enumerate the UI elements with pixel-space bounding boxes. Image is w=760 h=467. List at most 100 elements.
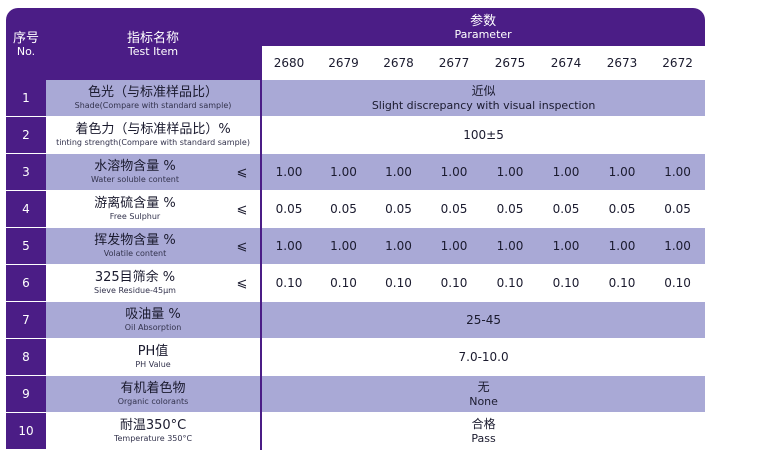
table-row: 6 325目筛余 % Sieve Residue-45μm ⩽ 0.10 0.10 0.10… bbox=[6, 264, 706, 302]
value-cell: 0.05 bbox=[482, 190, 539, 228]
row-number: 3 bbox=[6, 153, 46, 191]
value-cell: 0.05 bbox=[594, 190, 651, 228]
test-item-en: Sieve Residue-45μm bbox=[94, 286, 176, 295]
merged-value: 7.0-10.0 bbox=[260, 338, 706, 376]
test-item: PH值 PH Value bbox=[46, 338, 262, 376]
test-item: 色光（与标准样品比） Shade(Compare with standard sa… bbox=[46, 80, 262, 117]
row-number: 8 bbox=[6, 338, 46, 376]
value-cell: 1.00 bbox=[650, 227, 706, 265]
table-row: 2 着色力（与标准样品比）% tinting strength(Compare wi… bbox=[6, 116, 706, 154]
value-cell: 1.00 bbox=[482, 227, 539, 265]
value-cell: 1.00 bbox=[260, 153, 317, 191]
test-item: 有机着色物 Organic colorants bbox=[46, 375, 262, 413]
header-no: 序号 No. bbox=[6, 8, 46, 80]
value-cell: 1.00 bbox=[426, 153, 483, 191]
test-item-en: Temperature 350°C bbox=[113, 434, 193, 443]
test-item: 耐温350°C Temperature 350°C bbox=[46, 412, 262, 450]
value-cell: 0.05 bbox=[371, 190, 427, 228]
header-param-cn: 参数 bbox=[470, 13, 497, 29]
row-number: 1 bbox=[6, 80, 46, 117]
test-item-en: Organic colorants bbox=[117, 397, 189, 406]
test-item-cn: 有机着色物 bbox=[120, 381, 186, 396]
value-cell: 0.10 bbox=[538, 264, 595, 302]
product-code: 2675 bbox=[482, 46, 539, 80]
test-item-cn: 325目筛余 % bbox=[94, 270, 176, 285]
value-cell: 1.00 bbox=[371, 153, 427, 191]
product-code: 2673 bbox=[594, 46, 651, 80]
product-code: 2679 bbox=[316, 46, 372, 80]
merged-value-cn: 近似 bbox=[471, 84, 496, 98]
product-code: 2674 bbox=[538, 46, 595, 80]
value-cell: 0.10 bbox=[371, 264, 427, 302]
merged-value-cn: 25-45 bbox=[466, 312, 501, 327]
value-cell: 0.05 bbox=[316, 190, 372, 228]
header-item-cn: 指标名称 bbox=[127, 30, 180, 46]
header-parameter: 参数 Parameter bbox=[261, 8, 706, 46]
merged-value: 25-45 bbox=[260, 301, 706, 339]
header-no-cn: 序号 bbox=[12, 30, 39, 46]
table-row: 5 挥发物含量 % Volatile content ⩽ 1.00 1.00 1.00 1.0… bbox=[6, 227, 706, 265]
merged-value: 无 None bbox=[260, 375, 706, 413]
comparison-sign: ⩽ bbox=[224, 264, 262, 302]
value-cell: 0.10 bbox=[260, 264, 317, 302]
table-body: 1 色光（与标准样品比） Shade(Compare with standard s… bbox=[6, 80, 706, 450]
test-item-en: Oil Absorption bbox=[124, 323, 182, 332]
test-item-en: Shade(Compare with standard sample) bbox=[74, 101, 232, 110]
value-cell: 1.00 bbox=[371, 227, 427, 265]
codes-row: 2680 2679 2678 2677 2675 2674 2673 2672 bbox=[6, 46, 706, 80]
merged-value-cn: 合格 bbox=[471, 417, 496, 431]
value-cell: 1.00 bbox=[650, 153, 706, 191]
value-cell: 1.00 bbox=[482, 153, 539, 191]
test-item-en: Water soluble content bbox=[91, 175, 179, 184]
product-code: 2672 bbox=[650, 46, 706, 80]
comparison-sign: ⩽ bbox=[224, 227, 262, 265]
test-item-cn: PH值 bbox=[137, 344, 169, 359]
test-item-cn: 色光（与标准样品比） bbox=[88, 85, 219, 100]
value-cell: 0.10 bbox=[316, 264, 372, 302]
test-item-en: Free Sulphur bbox=[109, 212, 161, 221]
merged-value-cn: 无 bbox=[477, 380, 490, 394]
row-number: 10 bbox=[6, 412, 46, 450]
value-cell: 1.00 bbox=[594, 227, 651, 265]
merged-value-cn: 100±5 bbox=[463, 127, 504, 142]
value-cell: 1.00 bbox=[538, 227, 595, 265]
comparison-sign: ⩽ bbox=[224, 190, 262, 228]
value-cell: 0.05 bbox=[260, 190, 317, 228]
test-item-cn: 水溶物含量 % bbox=[94, 159, 176, 174]
test-item: 吸油量 % Oil Absorption bbox=[46, 301, 262, 339]
merged-value: 100±5 bbox=[260, 116, 706, 154]
test-item: 着色力（与标准样品比）% tinting strength(Compare wit… bbox=[46, 116, 262, 154]
value-cell: 1.00 bbox=[316, 153, 372, 191]
table-row: 3 水溶物含量 % Water soluble content ⩽ 1.00 1.00 1.… bbox=[6, 153, 706, 191]
row-number: 9 bbox=[6, 375, 46, 413]
value-cell: 0.10 bbox=[650, 264, 706, 302]
test-item-en: Volatile content bbox=[103, 249, 167, 258]
test-item-cn: 耐温350°C bbox=[119, 418, 187, 433]
table-row: 1 色光（与标准样品比） Shade(Compare with standard s… bbox=[6, 80, 706, 117]
merged-value: 近似 Slight discrepancy with visual inspect… bbox=[260, 80, 706, 117]
table-row: 4 游离硫含量 % Free Sulphur ⩽ 0.05 0.05 0.05 0.05 0.0… bbox=[6, 190, 706, 228]
test-item-cn: 着色力（与标准样品比）% bbox=[75, 122, 231, 137]
value-cell: 1.00 bbox=[538, 153, 595, 191]
value-cell: 0.05 bbox=[538, 190, 595, 228]
table-row: 7 吸油量 % Oil Absorption 25-45 bbox=[6, 301, 706, 339]
value-cell: 0.05 bbox=[426, 190, 483, 228]
comparison-sign: ⩽ bbox=[224, 153, 262, 191]
row-number: 5 bbox=[6, 227, 46, 265]
value-cell: 0.10 bbox=[482, 264, 539, 302]
test-item-cn: 挥发物含量 % bbox=[94, 233, 176, 248]
table-row: 9 有机着色物 Organic colorants 无 None bbox=[6, 375, 706, 413]
header-param-en: Parameter bbox=[454, 27, 512, 41]
row-number: 6 bbox=[6, 264, 46, 302]
merged-value-en: Pass bbox=[471, 432, 496, 445]
value-cell: 1.00 bbox=[316, 227, 372, 265]
header-item: 指标名称 Test Item bbox=[46, 8, 262, 80]
row-number: 4 bbox=[6, 190, 46, 228]
row-number: 2 bbox=[6, 116, 46, 154]
merged-value-cn: 7.0-10.0 bbox=[458, 349, 509, 364]
test-item-cn: 游离硫含量 % bbox=[94, 196, 176, 211]
value-cell: 0.05 bbox=[650, 190, 706, 228]
row-number: 7 bbox=[6, 301, 46, 339]
test-item-cn: 吸油量 % bbox=[125, 307, 181, 322]
product-code: 2680 bbox=[260, 46, 317, 80]
